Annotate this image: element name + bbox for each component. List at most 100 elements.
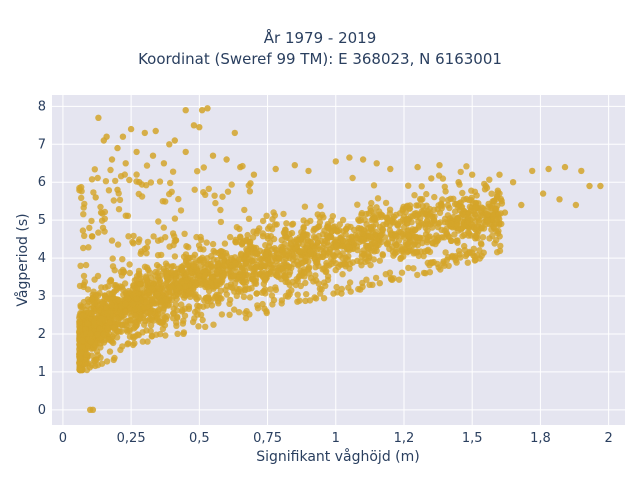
y-tick-label: 5: [38, 213, 46, 228]
scatter-point: [456, 200, 463, 207]
scatter-point: [315, 232, 322, 240]
scatter-point: [152, 268, 159, 276]
x-tick-label: 0: [59, 431, 67, 446]
scatter-point: [201, 297, 208, 304]
scatter-point: [417, 197, 425, 204]
scatter-point: [195, 273, 203, 280]
scatter-point: [263, 309, 270, 317]
x-tick-label: 1,5: [462, 431, 483, 446]
scatter-point: [76, 355, 84, 362]
scatter-point: [182, 148, 189, 156]
scatter-point: [99, 224, 107, 231]
scatter-point: [194, 168, 201, 175]
scatter-point: [333, 243, 340, 251]
scatter-point: [92, 194, 99, 201]
scatter-point: [328, 217, 335, 224]
scatter-point: [286, 281, 293, 288]
scatter-point: [460, 196, 468, 203]
scatter-point: [420, 252, 427, 260]
scatter-point: [444, 202, 452, 209]
scatter-point: [212, 199, 219, 207]
scatter-point: [231, 306, 238, 313]
scatter-point: [300, 233, 307, 240]
scatter-point: [82, 261, 90, 269]
scatter-point: [94, 331, 101, 338]
scatter-point: [254, 302, 261, 309]
scatter-point: [200, 164, 207, 171]
scatter-point: [91, 318, 98, 326]
scatter-point: [163, 273, 170, 281]
x-tick-label: 1,8: [530, 431, 551, 446]
scatter-point: [345, 284, 352, 291]
scatter-point: [335, 263, 342, 271]
scatter-point: [275, 254, 283, 262]
scatter-point: [86, 224, 93, 232]
scatter-point: [434, 260, 441, 268]
scatter-point: [393, 233, 400, 240]
x-tick-label: 2: [604, 431, 612, 446]
scatter-point: [126, 176, 133, 184]
scatter-point: [336, 221, 343, 228]
scatter-point: [317, 202, 324, 210]
scatter-point: [262, 251, 269, 258]
scatter-point: [226, 300, 233, 307]
scatter-point: [296, 272, 303, 279]
scatter-point: [105, 187, 113, 194]
scatter-point: [403, 215, 411, 223]
scatter-point: [319, 211, 326, 218]
scatter-point: [387, 165, 394, 173]
scatter-point: [211, 294, 219, 302]
scatter-point: [412, 226, 419, 233]
scatter-point: [474, 252, 481, 259]
scatter-point: [218, 311, 226, 318]
scatter-point: [247, 238, 254, 245]
scatter-point: [219, 273, 227, 281]
scatter-point: [96, 325, 103, 333]
scatter-point: [427, 210, 434, 217]
scatter-point: [395, 276, 403, 283]
scatter-point: [215, 300, 222, 307]
scatter-point: [108, 301, 115, 309]
scatter-point: [106, 319, 114, 326]
y-axis-ticks: 0 1 2 3 4 5 6 7 8: [38, 99, 46, 417]
scatter-point: [344, 256, 351, 263]
scatter-point: [126, 327, 133, 335]
scatter-point: [90, 189, 97, 196]
scatter-point: [272, 284, 279, 291]
scatter-point: [114, 328, 122, 335]
scatter-point: [478, 225, 485, 232]
scatter-point: [423, 190, 430, 198]
scatter-point: [214, 282, 221, 290]
scatter-point: [354, 201, 361, 208]
scatter-point: [171, 253, 179, 260]
scatter-point: [194, 306, 201, 314]
scatter-point: [278, 297, 286, 304]
scatter-point: [81, 232, 88, 239]
scatter-point: [117, 268, 125, 276]
scatter-point: [363, 221, 370, 228]
scatter-point: [195, 323, 202, 330]
scatter-point: [297, 282, 304, 290]
scatter-point: [189, 254, 197, 261]
scatter-point: [490, 198, 498, 205]
scatter-point: [459, 189, 466, 197]
scatter-point: [137, 250, 144, 257]
scatter-point: [357, 236, 364, 243]
scatter-point: [171, 270, 179, 277]
scatter-point: [410, 265, 417, 272]
scatter-point: [205, 185, 212, 192]
scatter-point: [448, 237, 455, 244]
scatter-point: [427, 259, 435, 266]
scatter-point: [236, 286, 243, 293]
scatter-point: [90, 288, 97, 295]
scatter-point: [235, 309, 243, 316]
scatter-point: [413, 202, 420, 209]
scatter-point: [122, 308, 129, 315]
scatter-point: [217, 248, 224, 255]
scatter-point: [241, 206, 248, 214]
scatter-point: [382, 271, 389, 278]
scatter-point: [346, 154, 353, 161]
scatter-point: [143, 162, 151, 169]
scatter-point: [208, 252, 215, 260]
scatter-point: [114, 186, 121, 193]
